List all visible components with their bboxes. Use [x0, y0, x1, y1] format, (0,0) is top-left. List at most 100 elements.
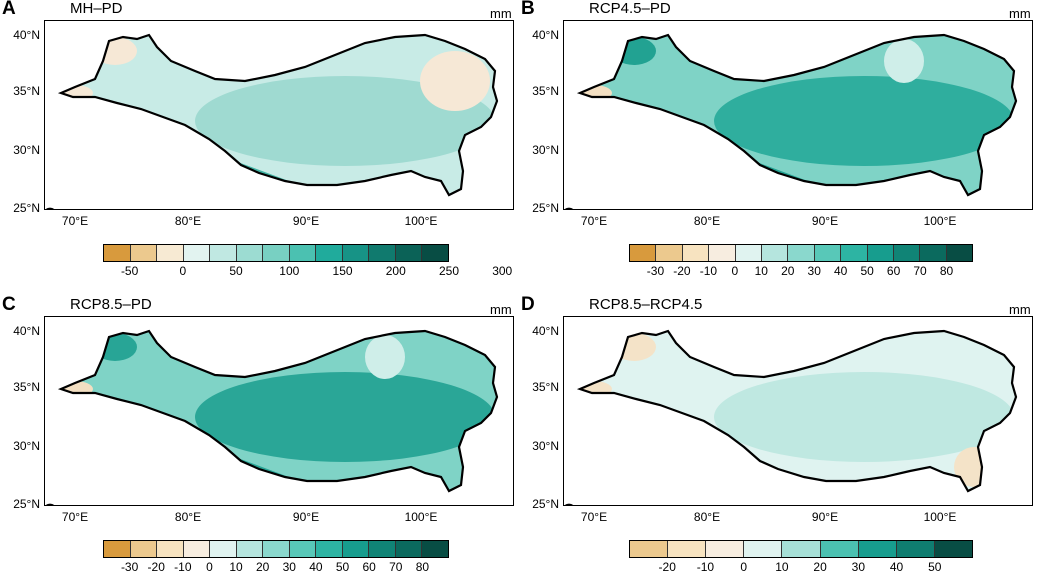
panel-label: D [521, 294, 535, 315]
map-shading [580, 331, 1016, 491]
colorbar-tick-label: 80 [939, 264, 954, 278]
colorbar-tick-label: 10 [754, 264, 768, 278]
colorbar-swatch [263, 541, 290, 557]
colorbar-swatch [316, 541, 343, 557]
unit-label: mm [490, 6, 512, 21]
colorbar-swatch [316, 245, 343, 261]
colorbar-tick-label: 0 [179, 264, 187, 278]
map-area [563, 20, 1033, 210]
colorbar-tick-label: -10 [699, 264, 718, 278]
coastline-fragment [564, 503, 574, 505]
colorbar-swatch [630, 541, 669, 557]
lat-label-25: 25°N [13, 497, 40, 511]
colorbar-tick-label: 200 [385, 264, 406, 278]
field-core [195, 76, 495, 166]
lat-label-40: 40°N [13, 28, 40, 42]
colorbar-tick-label: 20 [781, 264, 795, 278]
colorbar-swatch [157, 541, 184, 557]
colorbar-tick-label: 30 [282, 560, 296, 574]
colorbar-tick-label: -20 [658, 560, 676, 574]
map-shading [580, 35, 1016, 195]
lat-label-35: 35°N [532, 380, 559, 394]
colorbar-swatch [709, 245, 736, 261]
colorbar-tick-label: 0 [740, 560, 747, 574]
colorbar-swatch [858, 541, 897, 557]
panel-title: MH–PD [70, 0, 123, 17]
field-northwest [93, 333, 137, 361]
colorbar-swatch [104, 541, 131, 557]
lon-label-90: 90°E [811, 510, 839, 524]
lon-label-70: 70°E [61, 214, 89, 228]
map-shading [61, 35, 497, 195]
colorbar-tick-label: 60 [886, 264, 901, 278]
field-northwest [612, 37, 656, 65]
colorbar-tick-label: 0 [731, 264, 739, 278]
colorbar-tick-label: 300 [492, 264, 513, 278]
lat-label-25: 25°N [532, 201, 559, 215]
colorbar-swatch [157, 245, 184, 261]
colorbar-swatch [422, 245, 448, 261]
colorbar-tick-label: 250 [438, 264, 460, 278]
colorbar-swatch [289, 245, 317, 261]
lon-label-100: 100°E [404, 510, 438, 524]
colorbar-tick-label: 70 [913, 264, 927, 278]
colorbar-swatch [183, 541, 211, 557]
map-shading [61, 331, 497, 491]
colorbar-swatch [706, 541, 745, 557]
lat-label-40: 40°N [13, 324, 40, 338]
colorbar-tick-label: -50 [120, 264, 139, 278]
plateau-boundary [576, 329, 1018, 493]
lat-label-35: 35°N [13, 84, 40, 98]
lon-label-80: 80°E [693, 214, 721, 228]
field-north-light [884, 39, 924, 83]
panel-label: C [2, 294, 16, 315]
colorbar-tick-label: 70 [389, 560, 403, 574]
coastline-fragment [45, 503, 55, 505]
colorbar-swatch [289, 541, 317, 557]
colorbar-swatch [183, 245, 211, 261]
lat-label-35: 35°N [13, 380, 40, 394]
colorbar-tick-label: 10 [775, 560, 789, 574]
lon-label-100: 100°E [923, 510, 957, 524]
coastline-fragment [564, 207, 574, 209]
lon-label-70: 70°E [580, 214, 608, 228]
colorbar-tick-label: 30 [851, 560, 865, 574]
lon-label-70: 70°E [580, 510, 608, 524]
colorbar-swatch [263, 245, 290, 261]
lat-label-35: 35°N [532, 84, 559, 98]
colorbar-tick-label: 50 [860, 264, 874, 278]
colorbar-swatch [841, 245, 868, 261]
unit-label: mm [1009, 6, 1031, 21]
plateau-boundary [576, 33, 1018, 197]
colorbar [103, 244, 449, 262]
colorbar-tick-label: 40 [834, 264, 848, 278]
lon-label-90: 90°E [292, 214, 320, 228]
colorbar-swatch [814, 245, 842, 261]
colorbar-swatch [210, 541, 237, 557]
colorbar [629, 540, 973, 558]
lon-label-80: 80°E [693, 510, 721, 524]
unit-label: mm [490, 302, 512, 317]
colorbar-tick-label: 30 [807, 264, 821, 278]
panel-d: D RCP8.5–RCP4.5 mm 40°N 35°N 30°N 25°N 7… [519, 294, 1038, 584]
colorbar-tick-label: -10 [696, 560, 715, 574]
colorbar [103, 540, 449, 558]
colorbar-tick-label: 40 [309, 560, 323, 574]
colorbar-swatch [236, 245, 264, 261]
lon-label-100: 100°E [923, 214, 957, 228]
colorbar-swatch [735, 245, 762, 261]
colorbar-swatch [395, 245, 423, 261]
colorbar [629, 244, 973, 262]
colorbar-swatch [744, 541, 783, 557]
lon-label-70: 70°E [61, 510, 89, 524]
field-east [420, 51, 490, 111]
colorbar-tick-label: -20 [673, 264, 691, 278]
lat-label-30: 30°N [13, 143, 40, 157]
colorbar-tick-label: 50 [335, 560, 350, 574]
colorbar-tick-label: -20 [147, 560, 165, 574]
lat-label-30: 30°N [532, 143, 559, 157]
field-northwest [93, 37, 137, 65]
colorbar-tick-label: 0 [206, 560, 213, 574]
lon-label-90: 90°E [292, 510, 320, 524]
colorbar-tick-label: 50 [229, 264, 243, 278]
